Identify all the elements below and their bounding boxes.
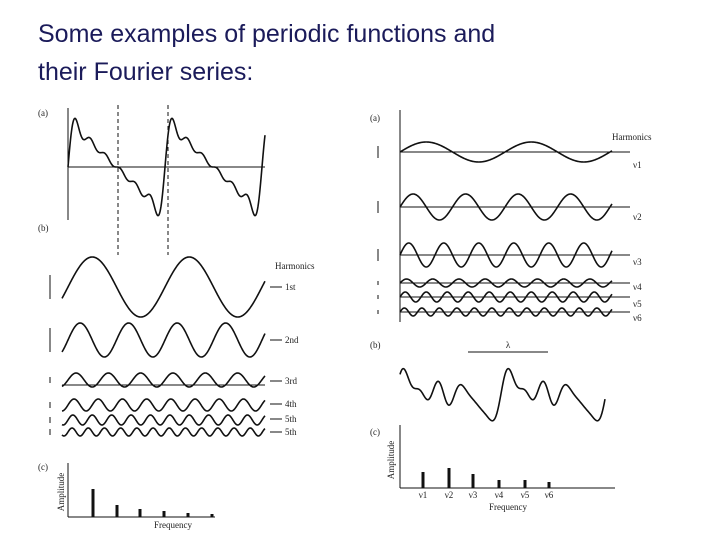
harmonic-label: ν1	[633, 160, 642, 170]
harmonic-wave	[61, 322, 266, 358]
frequency-label: ν5	[521, 490, 530, 500]
frequency-label: ν2	[445, 490, 454, 500]
spectrum-bar	[471, 474, 475, 488]
harmonic-label: 4th	[285, 399, 297, 409]
axis-label: Frequency	[154, 520, 192, 530]
frequency-label: ν6	[545, 490, 554, 500]
panel-label: (b)	[370, 340, 381, 350]
panel-label: (b)	[38, 223, 49, 233]
harmonic-wave	[61, 427, 266, 437]
spectrum-bar	[162, 511, 166, 517]
spectrum-bar	[421, 472, 425, 488]
harmonic-wave	[399, 193, 613, 221]
harmonic-wave	[61, 398, 266, 412]
harmonic-wave	[61, 256, 266, 318]
spectrum-bar	[138, 509, 142, 517]
panel-label: (a)	[38, 108, 48, 118]
wavelength-label: λ	[506, 340, 511, 350]
spectrum-bar	[447, 468, 451, 488]
harmonic-label: 1st	[285, 282, 296, 292]
frequency-label: ν3	[469, 490, 478, 500]
spectrum-bar	[210, 514, 214, 517]
frequency-label: ν1	[419, 490, 428, 500]
panel-label: (a)	[370, 113, 380, 123]
harmonics-heading: Harmonics	[275, 261, 315, 271]
harmonic-wave	[399, 278, 613, 288]
axis-label: Amplitude	[56, 473, 66, 512]
harmonic-label: ν2	[633, 212, 642, 222]
harmonics-heading: Harmonics	[612, 132, 652, 142]
harmonic-wave	[399, 141, 613, 163]
spectrum-bar	[547, 482, 551, 488]
harmonic-wave	[399, 242, 613, 268]
harmonic-label: ν6	[633, 313, 642, 323]
spectrum-bar	[186, 513, 190, 517]
title-line: Some examples of periodic functions and	[38, 20, 495, 48]
spectrum-bar	[91, 489, 95, 517]
spectrum-bar	[523, 480, 527, 488]
harmonic-wave	[399, 307, 613, 317]
harmonic-label: 3rd	[285, 376, 297, 386]
right-figure: (a) Harmonics (b) λ (c) Amplitude Freque…	[370, 110, 652, 512]
harmonic-wave	[399, 291, 613, 303]
harmonic-label: ν3	[633, 257, 642, 267]
panel-label: (c)	[38, 462, 48, 472]
frequency-label: ν4	[495, 490, 504, 500]
harmonic-label: 5th	[285, 427, 297, 437]
left-figure: (a) (b) Harmonics (c) Amplitude Frequenc…	[38, 105, 315, 530]
harmonic-label: ν5	[633, 299, 642, 309]
harmonic-label: 5th	[285, 414, 297, 424]
harmonic-label: ν4	[633, 282, 642, 292]
panel-label: (c)	[370, 427, 380, 437]
title-line: their Fourier series:	[38, 58, 253, 86]
harmonic-wave	[61, 414, 266, 426]
spectrum-bar	[497, 480, 501, 488]
axis-label: Amplitude	[386, 441, 396, 480]
harmonic-label: 2nd	[285, 335, 299, 345]
axis-label: Frequency	[489, 502, 527, 512]
wave	[67, 117, 266, 217]
wave	[399, 367, 606, 422]
spectrum-bar	[115, 505, 119, 517]
